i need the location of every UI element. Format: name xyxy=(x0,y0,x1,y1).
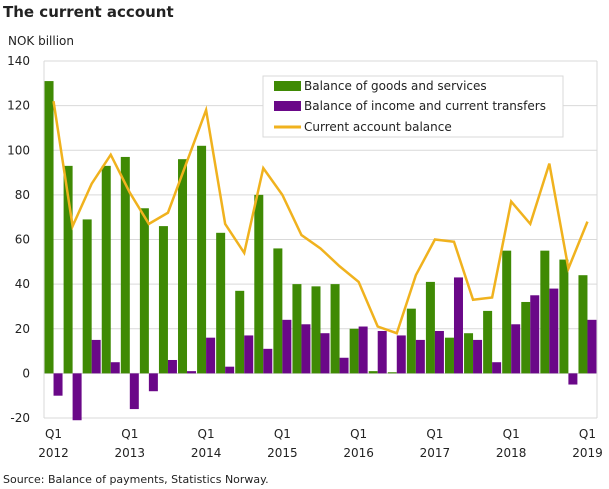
bar-income-transfers xyxy=(244,335,254,374)
bar-income-transfers xyxy=(530,295,540,374)
bar-goods-services xyxy=(292,284,302,374)
legend-box xyxy=(262,75,564,138)
x-tick-year: 2017 xyxy=(420,446,451,460)
bar-goods-services xyxy=(273,248,283,374)
y-tick-label: 140 xyxy=(7,54,30,68)
bar-goods-services xyxy=(502,250,512,374)
bar-goods-services xyxy=(578,275,588,374)
bar-income-transfers xyxy=(263,348,273,374)
bar-income-transfers xyxy=(282,319,292,374)
x-tick-quarter: Q1 xyxy=(350,427,367,441)
bar-goods-services xyxy=(44,81,54,374)
bar-income-transfers xyxy=(225,366,235,374)
bar-income-transfers xyxy=(339,357,349,374)
bar-goods-services xyxy=(216,232,226,374)
bar-goods-services xyxy=(406,308,416,374)
line-current-account xyxy=(52,100,589,335)
x-tick-year: 2014 xyxy=(191,446,222,460)
x-tick-year: 2018 xyxy=(496,446,527,460)
bar-income-transfers xyxy=(377,330,387,374)
bar-income-transfers xyxy=(187,371,197,374)
x-tick-year: 2012 xyxy=(38,446,69,460)
bar-income-transfers xyxy=(148,373,158,392)
bar-income-transfers xyxy=(473,339,483,374)
x-tick-quarter: Q1 xyxy=(198,427,215,441)
bar-goods-services xyxy=(559,259,569,374)
bar-income-transfers xyxy=(358,326,368,374)
x-tick-quarter: Q1 xyxy=(579,427,596,441)
legend-swatch-goods xyxy=(274,81,301,91)
bar-income-transfers xyxy=(396,335,406,374)
bar-income-transfers xyxy=(549,288,559,374)
bar-income-transfers xyxy=(511,324,521,374)
bar-income-transfers xyxy=(320,333,330,374)
bar-income-transfers xyxy=(587,319,597,374)
bar-goods-services xyxy=(139,208,149,374)
bar-income-transfers xyxy=(167,359,177,374)
y-tick-label: 120 xyxy=(7,99,30,113)
x-tick-quarter: Q1 xyxy=(426,427,443,441)
bar-goods-services xyxy=(425,281,435,374)
y-tick-label: 100 xyxy=(7,143,30,157)
bar-goods-services xyxy=(387,372,397,374)
legend-swatch-income xyxy=(274,101,301,111)
bar-income-transfers xyxy=(492,362,502,374)
bar-goods-services xyxy=(521,301,531,374)
bar-income-transfers xyxy=(72,373,82,421)
x-tick-year: 2013 xyxy=(115,446,146,460)
y-axis-label: NOK billion xyxy=(8,34,75,48)
bar-income-transfers xyxy=(415,339,425,374)
bar-goods-services xyxy=(464,333,474,374)
bar-goods-services xyxy=(483,310,493,374)
x-tick-year: 2015 xyxy=(267,446,298,460)
bar-goods-services xyxy=(368,371,378,374)
source-note: Source: Balance of payments, Statistics … xyxy=(3,473,269,486)
y-tick-label: 60 xyxy=(15,233,30,247)
bar-goods-services xyxy=(235,290,245,374)
x-tick-quarter: Q1 xyxy=(121,427,138,441)
bar-goods-services xyxy=(349,328,359,374)
x-tick-quarter: Q1 xyxy=(503,427,520,441)
bar-income-transfers xyxy=(568,373,578,385)
bar-income-transfers xyxy=(53,373,63,396)
y-tick-label: -20 xyxy=(10,411,30,425)
bar-goods-services xyxy=(82,219,92,374)
bar-income-transfers xyxy=(434,330,444,374)
chart-title: The current account xyxy=(3,3,174,21)
y-tick-label: 80 xyxy=(15,188,30,202)
bar-income-transfers xyxy=(129,373,139,410)
bar-goods-services xyxy=(254,194,264,374)
bar-goods-services xyxy=(330,284,340,374)
bar-goods-services xyxy=(540,250,550,374)
y-tick-label: 20 xyxy=(15,322,30,336)
bar-income-transfers xyxy=(91,339,101,374)
bar-income-transfers xyxy=(110,362,120,374)
bar-income-transfers xyxy=(453,277,463,374)
x-tick-quarter: Q1 xyxy=(274,427,291,441)
bar-goods-services xyxy=(158,226,168,374)
legend-label-goods: Balance of goods and services xyxy=(304,79,487,93)
bar-goods-services xyxy=(444,337,454,374)
bar-income-transfers xyxy=(301,324,311,374)
bar-goods-services xyxy=(63,165,73,374)
legend-label-income: Balance of income and current transfers xyxy=(304,99,546,113)
y-tick-label: 40 xyxy=(15,277,30,291)
x-tick-quarter: Q1 xyxy=(45,427,62,441)
bar-goods-services xyxy=(197,145,207,374)
legend-label-current: Current account balance xyxy=(304,120,452,134)
bar-income-transfers xyxy=(206,337,216,374)
x-tick-year: 2016 xyxy=(343,446,374,460)
bar-goods-services xyxy=(178,159,188,374)
bar-goods-services xyxy=(120,156,130,374)
bar-goods-services xyxy=(101,165,111,374)
y-tick-label: 0 xyxy=(22,366,30,380)
bar-goods-services xyxy=(311,286,321,374)
x-tick-year: 2019 xyxy=(572,446,603,460)
